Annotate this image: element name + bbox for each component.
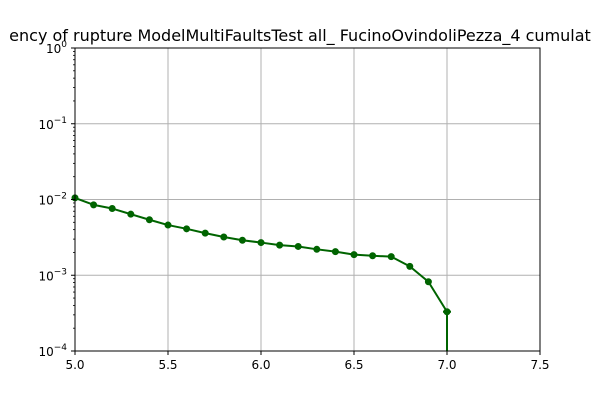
y-tick-label: 10−4	[38, 343, 67, 359]
x-tick-label: 6.0	[251, 358, 270, 372]
y-tick-exponent: −1	[54, 116, 67, 126]
data-point	[127, 210, 135, 218]
data-point	[406, 262, 414, 270]
x-tick-label: 5.0	[65, 358, 84, 372]
data-point	[331, 248, 339, 256]
data-point	[294, 242, 302, 250]
x-tick-label: 7.5	[530, 358, 549, 372]
y-tick-base: 10	[38, 269, 53, 283]
y-tick-base: 10	[38, 345, 53, 359]
data-point	[369, 252, 377, 260]
data-point	[164, 221, 172, 229]
data-point	[238, 236, 246, 244]
y-tick-label: 100	[46, 40, 67, 56]
data-point	[313, 245, 321, 253]
x-tick-label: 7.0	[437, 358, 456, 372]
data-point	[108, 205, 116, 213]
data-point	[183, 225, 191, 233]
data-point	[145, 216, 153, 224]
y-tick-label: 10−2	[38, 192, 67, 208]
data-point	[201, 229, 209, 237]
y-tick-exponent: 0	[61, 40, 67, 50]
data-point	[220, 233, 228, 241]
y-tick-base: 10	[38, 118, 53, 132]
y-tick-base: 10	[38, 194, 53, 208]
y-tick-base: 10	[46, 42, 61, 56]
data-point	[90, 201, 98, 209]
data-point	[424, 278, 432, 286]
y-tick-exponent: −3	[54, 267, 67, 277]
data-point	[276, 241, 284, 249]
x-tick-label: 6.5	[344, 358, 363, 372]
y-tick-label: 10−3	[38, 267, 67, 283]
chart-title: ency of rupture ModelMultiFaultsTest all…	[9, 26, 591, 46]
y-tick-exponent: −2	[54, 192, 67, 202]
x-tick-label: 5.5	[158, 358, 177, 372]
y-tick-label: 10−1	[38, 116, 67, 132]
data-point	[350, 251, 358, 259]
series-layer	[71, 194, 451, 351]
data-point	[257, 239, 265, 247]
data-point	[387, 253, 395, 261]
y-tick-exponent: −4	[54, 343, 68, 353]
